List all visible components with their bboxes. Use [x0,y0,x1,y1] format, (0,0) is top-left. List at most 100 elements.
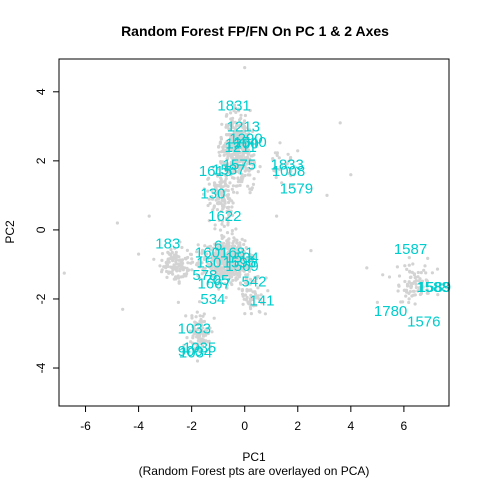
background-point [226,221,230,225]
background-point [338,121,342,125]
background-point [214,252,218,256]
background-point [246,152,250,156]
background-point [287,159,291,163]
background-point [235,277,239,281]
background-point [202,192,206,196]
background-point [240,129,244,133]
background-point [407,256,411,260]
background-point [230,282,234,287]
background-point [235,191,239,195]
background-point [246,184,250,188]
background-point [235,136,239,140]
point-label-1033: 1033 [178,320,211,337]
background-point [239,159,243,163]
background-point [199,340,203,344]
background-point [245,295,249,299]
background-point [430,271,434,275]
background-point [229,270,233,274]
background-point [217,287,221,291]
background-point [230,232,234,236]
background-point [190,314,194,318]
background-point [239,124,243,128]
background-point [395,265,399,269]
background-point [259,293,263,297]
background-point [409,284,414,288]
point-label-1213: 1213 [227,118,260,135]
background-point [213,227,217,231]
background-point [172,263,176,267]
background-point [207,182,211,186]
background-point [203,244,207,248]
background-point [207,219,211,223]
background-point [219,135,223,140]
background-point [226,238,230,242]
background-point [197,348,201,352]
background-point [219,161,223,165]
background-point [196,323,200,327]
point-label-900: 900 [178,343,203,360]
background-point [217,150,221,154]
y-tick-label: 2 [34,157,48,164]
background-point [200,261,204,265]
background-point [219,172,223,176]
background-point [413,293,417,297]
background-point [180,245,184,250]
background-point [237,171,242,175]
background-point [206,203,210,208]
background-point [286,152,290,156]
background-point [248,128,252,132]
background-point [198,314,202,318]
background-point [186,261,190,265]
background-point [250,280,254,284]
background-point [231,140,235,144]
background-point [407,280,411,284]
background-point [233,238,237,242]
background-point [173,246,177,250]
background-point [229,153,233,157]
chart-title: Random Forest FP/FN On PC 1 & 2 Axes [121,23,389,39]
background-point [215,242,219,246]
background-point [238,266,242,270]
point-label-1034: 1034 [179,345,212,362]
background-point [230,122,234,126]
background-point [416,270,420,275]
background-point [253,275,257,279]
x-axis: -6 -4 -2 0 2 4 6 [80,406,408,433]
background-point [218,154,222,158]
background-point [202,270,207,274]
background-point [419,281,423,285]
background-point [180,259,184,263]
background-point [210,330,214,334]
background-point [198,265,202,269]
background-point [196,243,200,247]
background-point [215,167,219,171]
background-point [205,252,209,256]
background-point [210,195,214,199]
background-point [190,257,194,261]
background-point [191,336,195,340]
background-point [263,312,267,316]
background-point [199,328,203,332]
background-point [247,169,251,173]
chart-subtitle: (Random Forest pts are overlayed on PCA) [139,464,370,478]
background-point [201,314,205,318]
background-point [242,265,246,269]
x-tick-label: -6 [80,419,91,433]
point-label-1008: 1008 [272,163,305,180]
background-point [221,259,225,263]
background-point [225,157,229,161]
background-point [410,294,414,298]
background-point [248,157,252,161]
background-point [241,152,245,156]
background-point [214,271,218,275]
background-point [275,214,279,218]
background-point [240,237,244,241]
background-point [206,246,210,250]
background-point [245,265,249,270]
background-point [239,177,243,181]
background-point [248,162,252,166]
background-point [407,291,411,295]
background-point [207,197,211,201]
background-point [200,344,204,348]
background-point [184,314,188,318]
